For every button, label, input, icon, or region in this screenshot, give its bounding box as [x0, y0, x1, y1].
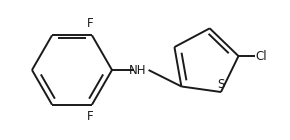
Text: NH: NH — [129, 64, 146, 76]
Text: F: F — [87, 17, 94, 30]
Text: S: S — [217, 78, 225, 91]
Text: F: F — [87, 110, 94, 123]
Text: Cl: Cl — [256, 50, 267, 63]
